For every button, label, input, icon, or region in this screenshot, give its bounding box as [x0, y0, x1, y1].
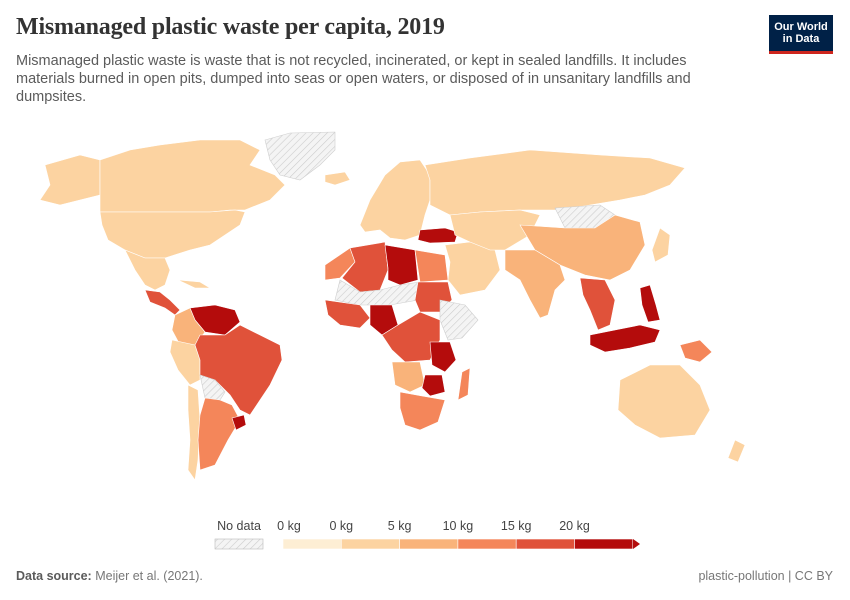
- legend-bin-5[interactable]: [574, 538, 634, 550]
- legend-bin-label-5: 20 kg: [559, 519, 590, 533]
- region-uruguay[interactable]: [231, 414, 247, 431]
- region-madagascar[interactable]: [457, 367, 471, 401]
- data-source-label: Data source:: [16, 569, 92, 583]
- region-brazil[interactable]: [194, 324, 283, 416]
- region-chile[interactable]: [187, 384, 201, 481]
- region-turkey[interactable]: [417, 227, 459, 244]
- region-indonesia[interactable]: [589, 324, 661, 353]
- footer-license[interactable]: plastic-pollution | CC BY: [698, 569, 833, 583]
- world-map: [39, 131, 746, 481]
- region-new-zealand[interactable]: [727, 439, 746, 463]
- legend-bin-0[interactable]: [282, 538, 342, 550]
- region-india[interactable]: [504, 249, 566, 319]
- region-central-africa[interactable]: [381, 311, 441, 363]
- legend: No data 0 kg 0 kg 5 kg 10 kg 15 kg 20 kg: [214, 519, 640, 550]
- legend-nodata-swatch: [214, 538, 264, 550]
- region-horn-of-africa[interactable]: [439, 299, 479, 341]
- region-southern-africa[interactable]: [399, 391, 446, 431]
- legend-bin-label-4: 15 kg: [501, 519, 532, 533]
- region-philippines[interactable]: [639, 284, 661, 323]
- legend-bin-2[interactable]: [399, 538, 459, 550]
- region-greenland[interactable]: [264, 131, 336, 181]
- region-png[interactable]: [679, 339, 713, 363]
- region-argentina[interactable]: [197, 397, 241, 471]
- region-central-america[interactable]: [144, 289, 181, 316]
- legend-nodata-label: No data: [217, 519, 261, 533]
- legend-bin-label-3: 10 kg: [443, 519, 474, 533]
- data-source: Data source: Meijer et al. (2021).: [16, 569, 203, 583]
- chart-title: Mismanaged plastic waste per capita, 201…: [16, 14, 445, 40]
- legend-bin-label-0: 0 kg: [277, 519, 301, 533]
- region-libya[interactable]: [384, 244, 419, 286]
- chart-subtitle: Mismanaged plastic waste is waste that i…: [16, 53, 691, 105]
- region-southeast-asia[interactable]: [579, 277, 616, 331]
- region-west-africa[interactable]: [324, 299, 371, 329]
- region-central-asia[interactable]: [449, 209, 541, 251]
- region-russia[interactable]: [424, 149, 686, 216]
- legend-bin-3[interactable]: [457, 538, 517, 550]
- legend-bin-label-2: 5 kg: [388, 519, 412, 533]
- owid-logo[interactable]: Our World in Data: [769, 15, 833, 54]
- legend-bin-4[interactable]: [515, 538, 575, 550]
- region-egypt[interactable]: [414, 249, 449, 283]
- legend-bin-1[interactable]: [341, 538, 400, 550]
- region-alaska[interactable]: [39, 154, 101, 206]
- region-usa[interactable]: [99, 209, 246, 259]
- region-tanzania[interactable]: [429, 341, 457, 373]
- region-iceland[interactable]: [324, 171, 351, 186]
- region-australia[interactable]: [617, 364, 711, 439]
- region-angola[interactable]: [391, 361, 426, 393]
- region-bolivia[interactable]: [199, 374, 226, 401]
- region-mexico[interactable]: [124, 249, 171, 291]
- region-europe[interactable]: [359, 159, 431, 241]
- data-source-text[interactable]: Meijer et al. (2021).: [95, 569, 203, 583]
- logo-line-1: Our World: [774, 21, 828, 33]
- legend-arrow: [633, 539, 640, 549]
- region-cuba[interactable]: [177, 279, 212, 289]
- region-canada[interactable]: [99, 139, 286, 213]
- region-zimbabwe[interactable]: [421, 374, 446, 397]
- logo-line-2: in Data: [782, 33, 820, 45]
- region-morocco[interactable]: [324, 247, 356, 281]
- legend-bin-label-1: 0 kg: [329, 519, 353, 533]
- region-japan[interactable]: [651, 227, 671, 263]
